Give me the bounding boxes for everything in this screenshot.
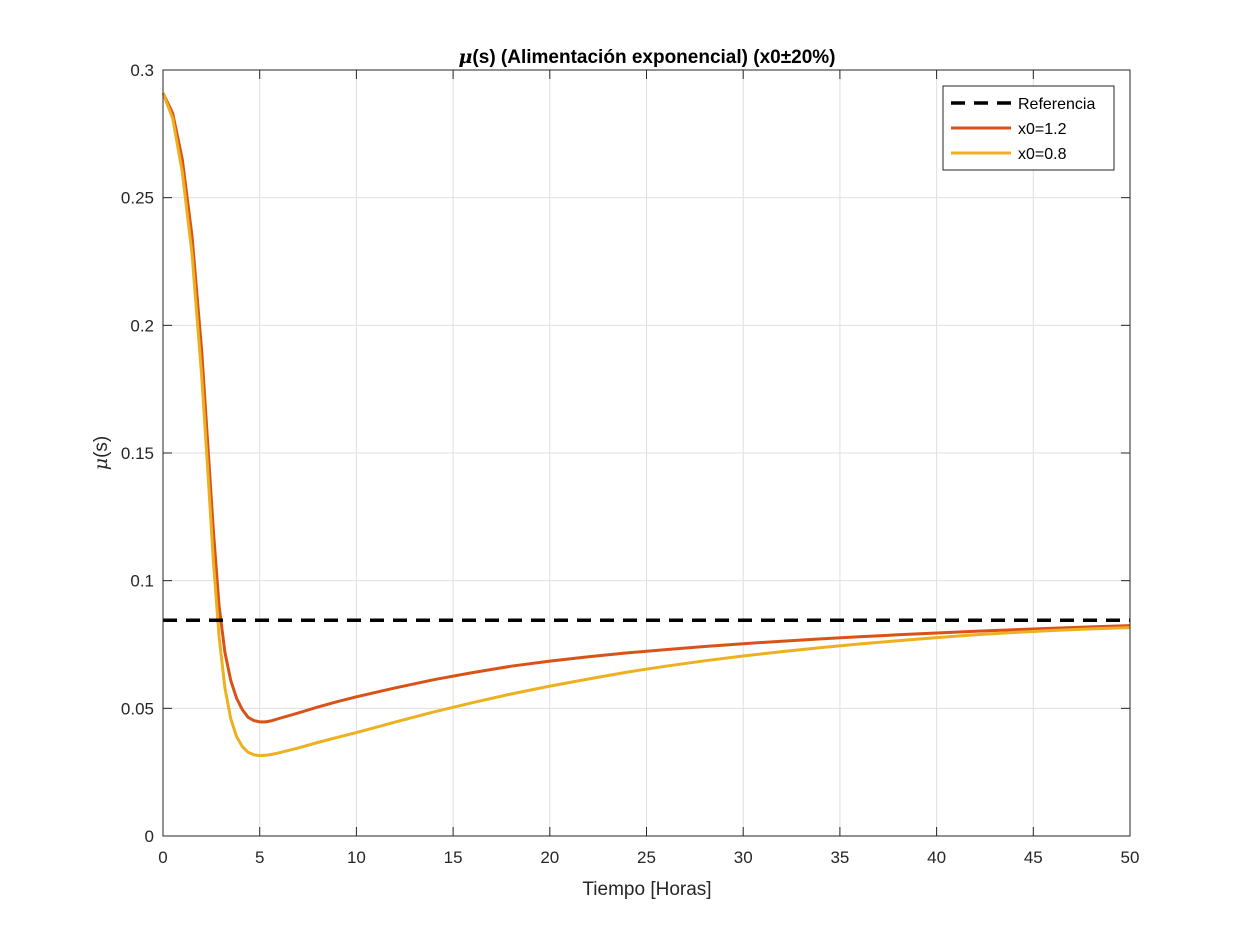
x-tick-label: 5 [255,848,264,867]
x-tick-label: 35 [830,848,849,867]
series-line-x0-0-8 [161,92,1131,758]
y-axis-label-text: (s) [91,436,112,458]
plot-lines [161,92,1131,758]
y-tick-label: 0.3 [130,61,154,80]
x-tick-label: 50 [1121,848,1140,867]
x-tick-label: 10 [347,848,366,867]
y-tick-label: 0.15 [121,444,154,463]
legend-label-x0-0-8: x0=0.8 [1018,146,1067,163]
axis-ticks: 0 5 10 15 20 25 30 35 40 45 50 0 0.05 0.1 0.15 0.2 0.25 0… [121,61,1140,867]
x-tick-label: 25 [637,848,656,867]
chart-title-mu: μ [459,46,473,68]
y-tick-label: 0 [145,827,154,846]
legend: Referencia x0=1.2 x0=0.8 [942,85,1115,171]
y-tick-label: 0.25 [121,189,154,208]
x-tick-label: 0 [158,848,167,867]
x-tick-label: 20 [540,848,559,867]
y-tick-label: 0.1 [130,572,154,591]
x-axis-label: Tiempo [Horas] [582,879,711,900]
y-tick-label: 0.05 [121,699,154,718]
x-tick-label: 30 [734,848,753,867]
x-tick-label: 15 [444,848,463,867]
chart-title: μ(s) (Alimentación exponencial) (x0±20%) [459,46,836,68]
x-tick-label: 45 [1024,848,1043,867]
legend-label-referencia: Referencia [1018,96,1095,113]
y-axis-label-mu: μ [90,458,112,470]
chart-title-text: (s) (Alimentación exponencial) (x0±20%) [472,47,835,68]
series-line-x0-1-2 [161,92,1131,724]
y-axis-label: μ(s) [90,436,112,471]
y-tick-label: 0.2 [130,316,154,335]
x-tick-label: 40 [927,848,946,867]
legend-label-x0-1-2: x0=1.2 [1018,121,1067,138]
